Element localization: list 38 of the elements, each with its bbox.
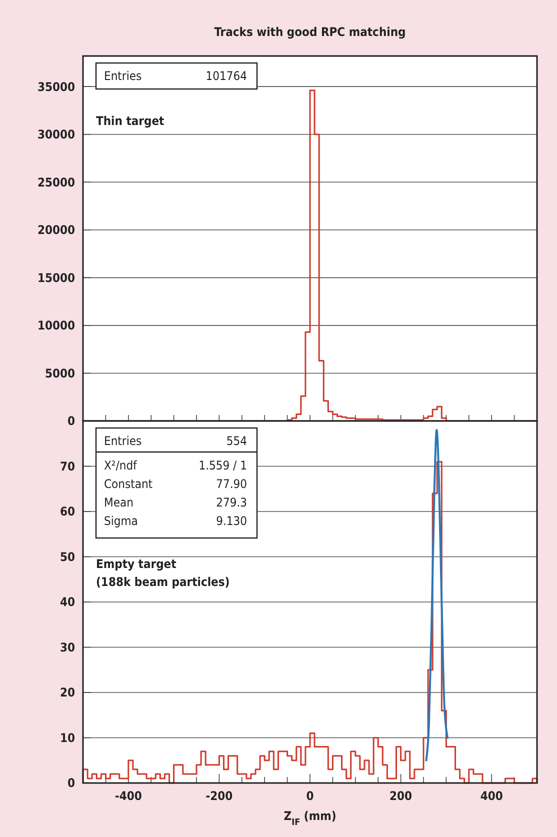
x-tick-label: -400 bbox=[114, 789, 142, 803]
y-tick-label: 70 bbox=[60, 459, 75, 474]
x-tick-label: 0 bbox=[306, 789, 314, 803]
y-tick-label: 15000 bbox=[37, 270, 75, 285]
annotation: 9.130 bbox=[216, 514, 248, 528]
annotation: 279.3 bbox=[216, 496, 247, 510]
annotation: Entries bbox=[104, 434, 142, 448]
y-tick-label: 60 bbox=[60, 504, 75, 519]
chart-title: Tracks with good RPC matching bbox=[214, 25, 406, 39]
x-axis-title: Z$_{IF}$ (mm) bbox=[284, 809, 336, 828]
y-tick-label: 10 bbox=[60, 730, 75, 745]
annotation: 101764 bbox=[206, 69, 248, 83]
annotation: Mean bbox=[104, 496, 134, 510]
x-tick-label: -200 bbox=[206, 789, 233, 803]
y-tick-label: 30 bbox=[60, 640, 75, 654]
y-tick-label: 25000 bbox=[37, 175, 75, 190]
y-tick-label: 0 bbox=[67, 776, 75, 790]
x-tick-label: 400 bbox=[480, 789, 503, 803]
y-tick-label: 20000 bbox=[37, 223, 75, 238]
annotation: 554 bbox=[226, 434, 248, 448]
annotation: 77.90 bbox=[216, 477, 248, 491]
y-tick-label: 0 bbox=[67, 414, 75, 428]
y-tick-label: 35000 bbox=[37, 80, 75, 94]
text: Empty target (188k beam particles) bbox=[96, 557, 230, 589]
annotation: X²/ndf bbox=[104, 458, 138, 472]
y-tick-label: 40 bbox=[60, 595, 75, 610]
annotation: 1.559 / 1 bbox=[198, 458, 247, 472]
line-series bbox=[425, 429, 449, 762]
annotation: Sigma bbox=[104, 514, 138, 528]
y-tick-label: 20 bbox=[60, 686, 75, 700]
annotation: Entries bbox=[104, 69, 142, 83]
y-tick-label: 30000 bbox=[37, 128, 75, 142]
x-tick-label: 200 bbox=[390, 789, 412, 803]
y-tick-label: 50 bbox=[60, 550, 75, 564]
text: Thin target bbox=[96, 114, 164, 128]
y-tick-label: 10000 bbox=[37, 318, 75, 333]
annotation: Constant bbox=[104, 477, 153, 491]
y-tick-label: 5000 bbox=[44, 366, 75, 380]
